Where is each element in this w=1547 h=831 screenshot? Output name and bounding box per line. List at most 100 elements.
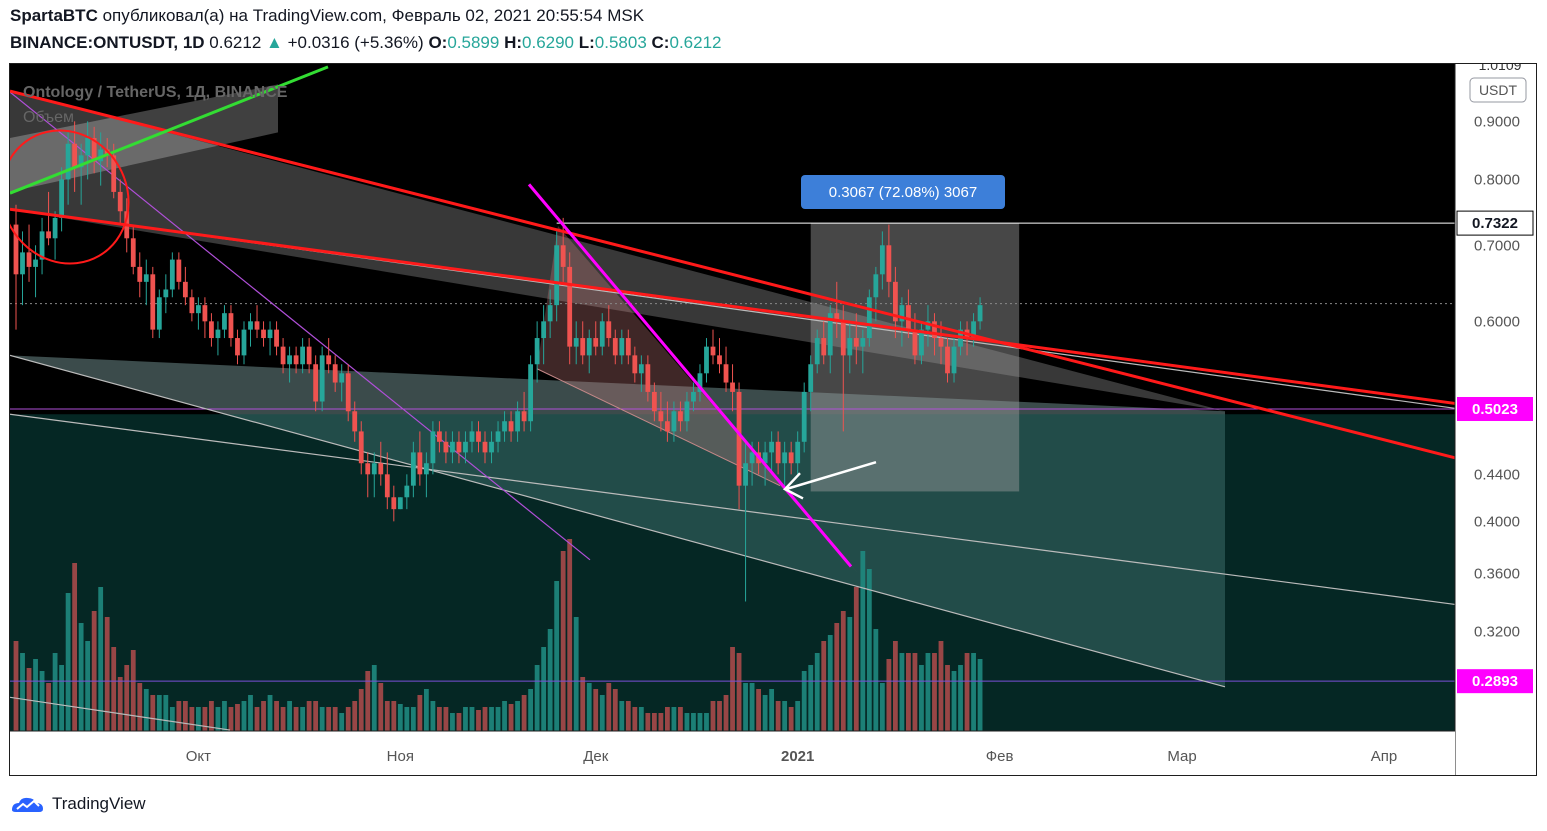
volume-bar bbox=[476, 710, 481, 731]
candle-body bbox=[886, 245, 892, 282]
volume-bar bbox=[469, 707, 475, 731]
candle-body bbox=[104, 149, 110, 156]
candle-body bbox=[645, 364, 651, 392]
candle-body bbox=[352, 411, 358, 432]
time-tick-label: Фев bbox=[986, 748, 1014, 765]
candle-body bbox=[977, 305, 983, 322]
volume-bar bbox=[202, 707, 208, 731]
candle-body bbox=[476, 431, 481, 442]
volume-bar bbox=[371, 665, 377, 731]
volume-bar bbox=[339, 713, 345, 731]
volume-bar bbox=[59, 665, 64, 731]
volume-bar bbox=[117, 677, 123, 731]
volume-bar bbox=[410, 707, 416, 731]
volume-bar bbox=[502, 701, 507, 731]
candle-body bbox=[78, 155, 84, 168]
price-tick-label: 0.7000 bbox=[1474, 237, 1520, 254]
chart-frame[interactable]: Ontology / TetherUS, 1Д, BINANCE Объем 0… bbox=[0, 57, 1537, 776]
candle-body bbox=[59, 179, 64, 218]
candle-body bbox=[723, 364, 729, 383]
volume-bar bbox=[723, 695, 729, 731]
candle-body bbox=[130, 238, 136, 267]
price-tick-label: 0.3600 bbox=[1474, 565, 1520, 582]
candle-body bbox=[91, 138, 97, 162]
volume-bar bbox=[625, 701, 631, 731]
time-axis[interactable] bbox=[10, 731, 1455, 775]
candle-body bbox=[137, 266, 143, 282]
candle-body bbox=[339, 373, 345, 383]
candle-body bbox=[866, 297, 872, 339]
volume-bar bbox=[730, 647, 735, 731]
volume-bars bbox=[13, 539, 983, 731]
candle-body bbox=[814, 338, 820, 365]
volume-bar bbox=[619, 701, 625, 731]
candle-body bbox=[111, 155, 117, 192]
candle-body bbox=[697, 373, 703, 392]
volume-bar bbox=[345, 707, 351, 731]
volume-label: Объем bbox=[23, 109, 74, 126]
time-tick-label: 2021 bbox=[781, 748, 814, 765]
candle-body bbox=[665, 421, 670, 432]
volume-bar bbox=[554, 581, 560, 731]
volume-bar bbox=[756, 689, 761, 731]
candle-body bbox=[534, 338, 540, 365]
candle-body bbox=[117, 191, 123, 212]
volume-bar bbox=[111, 647, 117, 731]
candle-body bbox=[20, 252, 25, 275]
tradingview-logo-icon bbox=[12, 797, 43, 812]
currency-badge[interactable] bbox=[1469, 77, 1527, 103]
candle-body bbox=[730, 382, 735, 392]
candle-body bbox=[971, 321, 976, 339]
candle-body bbox=[625, 338, 631, 356]
volume-bar bbox=[78, 623, 84, 731]
volume-bar bbox=[104, 617, 110, 731]
volume-bar bbox=[482, 707, 488, 731]
volume-bar bbox=[567, 539, 573, 731]
volume-bar bbox=[209, 701, 214, 731]
candle-body bbox=[98, 149, 104, 162]
candle-body bbox=[919, 329, 924, 356]
volume-bar bbox=[52, 653, 58, 731]
volume-bar bbox=[528, 689, 534, 731]
volume-bar bbox=[300, 707, 306, 731]
volume-bar bbox=[684, 713, 690, 731]
red-trendline-flat bbox=[9, 207, 1456, 405]
candle-body bbox=[704, 346, 709, 374]
volume-bar bbox=[261, 701, 266, 731]
candle-body bbox=[241, 329, 247, 356]
candle-body bbox=[235, 338, 240, 356]
volume-bar bbox=[280, 707, 286, 731]
wedge-fill bbox=[537, 225, 858, 574]
candle-body bbox=[163, 289, 169, 298]
volume-bar bbox=[215, 707, 221, 731]
footer-brand[interactable]: TradingView bbox=[10, 792, 146, 816]
volume-bar bbox=[150, 695, 156, 731]
volume-bar bbox=[912, 653, 918, 731]
candle-body bbox=[300, 346, 306, 365]
volume-bar bbox=[827, 635, 833, 731]
candle-body bbox=[371, 463, 377, 475]
volume-bar bbox=[795, 701, 801, 731]
candle-body bbox=[26, 252, 32, 267]
volume-bar bbox=[958, 665, 963, 731]
candle-body bbox=[912, 329, 918, 356]
candle-body bbox=[261, 329, 266, 339]
volume-bar bbox=[951, 671, 957, 731]
candle-body bbox=[72, 143, 78, 168]
author-name[interactable]: SpartaBTC bbox=[10, 6, 98, 25]
volume-bar bbox=[932, 653, 937, 731]
volume-bar bbox=[521, 695, 527, 731]
price-chart[interactable]: Ontology / TetherUS, 1Д, BINANCE Объем 0… bbox=[0, 57, 1536, 775]
volume-bar bbox=[176, 701, 182, 731]
volume-bar bbox=[365, 671, 371, 731]
volume-bar bbox=[899, 653, 905, 731]
arrow-icon bbox=[782, 472, 804, 500]
volume-bar bbox=[606, 683, 612, 731]
price-tick-label: 0.6000 bbox=[1474, 313, 1520, 330]
candle-body bbox=[489, 441, 494, 453]
close-value: 0.6212 bbox=[669, 33, 722, 52]
candle-body bbox=[202, 305, 208, 322]
candle-body bbox=[189, 297, 195, 314]
candle-body bbox=[456, 441, 462, 453]
volume-bar bbox=[423, 689, 429, 731]
